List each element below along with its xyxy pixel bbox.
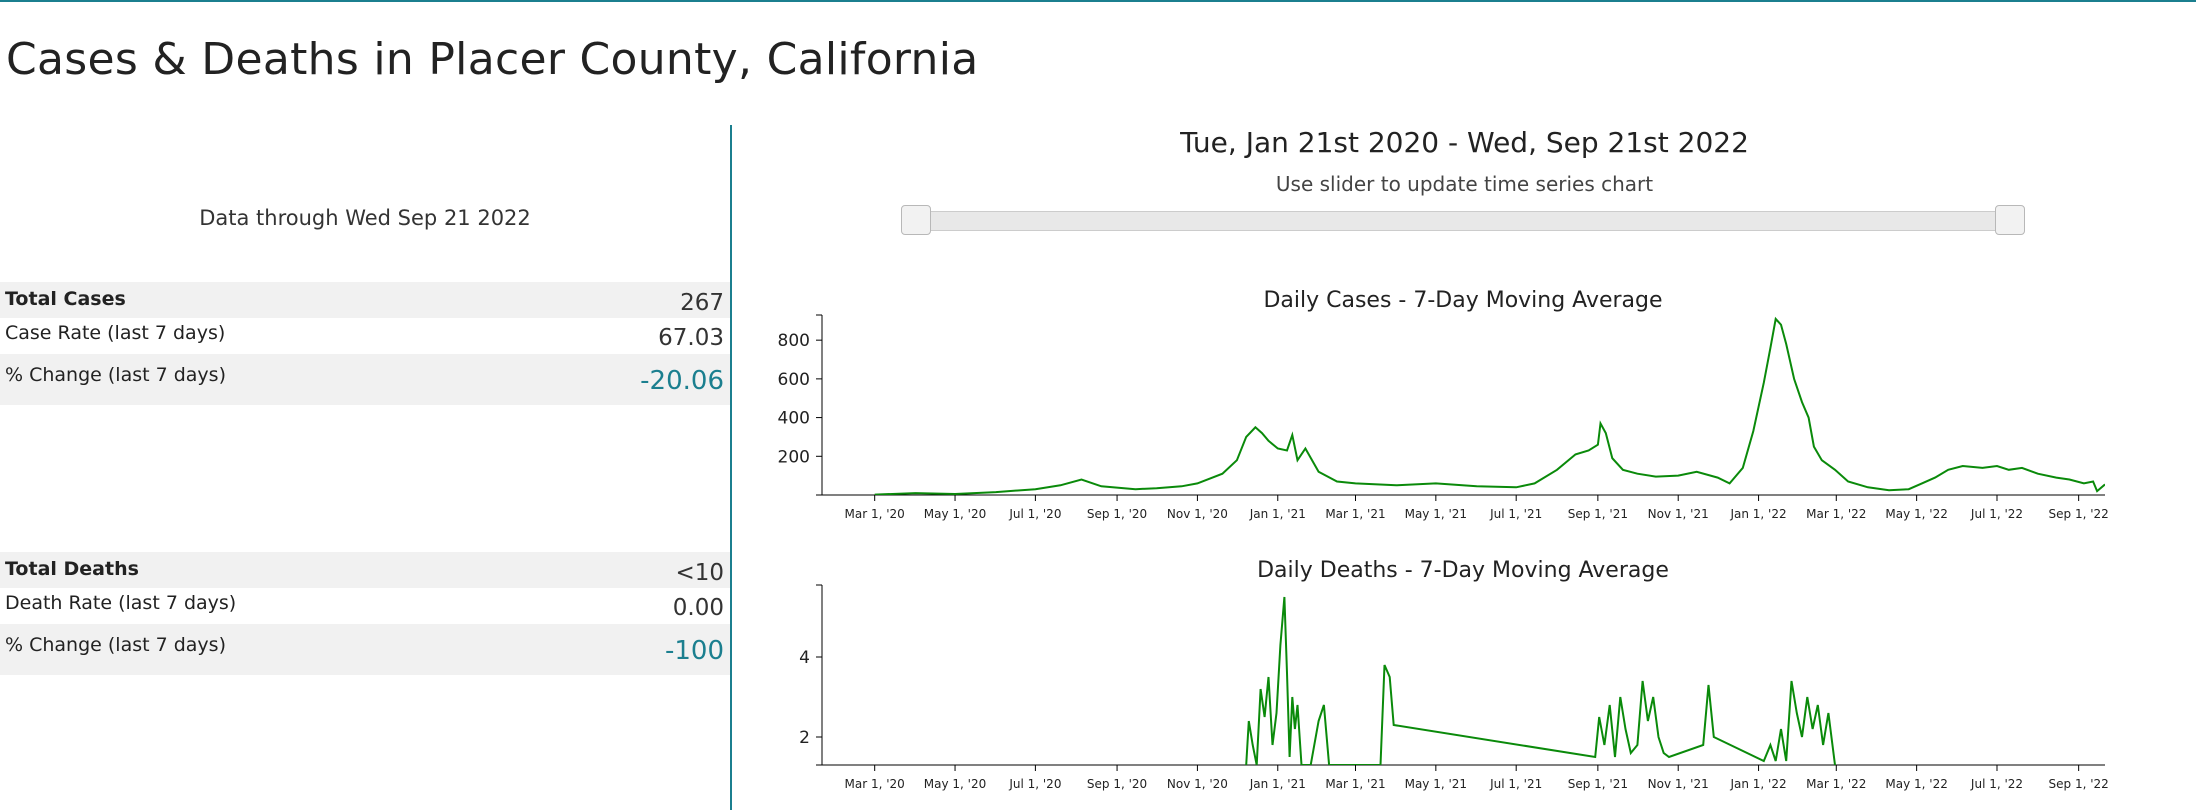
- x-tick-label: Sep 1, '21: [1568, 507, 1628, 521]
- x-tick-label: Sep 1, '21: [1568, 777, 1628, 791]
- series-line-cases: [874, 316, 2105, 495]
- total-cases-label: Total Cases: [5, 288, 126, 310]
- x-tick-label: Sep 1, '20: [1087, 507, 1147, 521]
- y-tick-label: 400: [778, 409, 810, 429]
- x-tick-label: Jan 1, '21: [1249, 777, 1306, 791]
- y-tick-label: 4: [799, 648, 810, 668]
- x-tick-label: Mar 1, '22: [1806, 777, 1866, 791]
- x-tick-label: Jul 1, '22: [1970, 777, 2023, 791]
- page-title: Cases & Deaths in Placer County, Califor…: [6, 34, 979, 85]
- total-cases-row: Total Cases 267: [0, 282, 730, 318]
- x-tick-label: Mar 1, '22: [1806, 507, 1866, 521]
- x-tick-label: May 1, '21: [1405, 507, 1467, 521]
- death-change-value: -100: [664, 636, 724, 666]
- slider-hint: Use slider to update time series chart: [1275, 172, 1654, 196]
- series-line-deaths: [1245, 596, 1836, 765]
- total-cases-value: 267: [680, 290, 724, 316]
- total-deaths-value: <10: [675, 560, 724, 586]
- x-tick-label: Mar 1, '21: [1325, 777, 1385, 791]
- x-tick-label: Jan 1, '22: [1729, 507, 1786, 521]
- date-range-title: Tue, Jan 21st 2020 - Wed, Sep 21st 2022: [1180, 126, 1749, 159]
- death-rate-value: 0.00: [672, 595, 724, 621]
- x-tick-label: Jul 1, '20: [1008, 507, 1061, 521]
- chart-cases: Daily Cases - 7-Day Moving Average 200 400…: [778, 288, 2109, 521]
- case-change-row: % Change (last 7 days) -20.06: [0, 354, 730, 405]
- case-change-label: % Change (last 7 days): [5, 364, 226, 386]
- x-tick-label: Jul 1, '20: [1008, 777, 1061, 791]
- slider-start-handle[interactable]: [901, 205, 931, 235]
- x-tick-label: Nov 1, '20: [1167, 777, 1228, 791]
- x-tick-label: May 1, '22: [1885, 507, 1947, 521]
- x-tick-label: Jul 1, '21: [1489, 777, 1542, 791]
- x-tick-label: Mar 1, '20: [845, 507, 905, 521]
- case-rate-value: 67.03: [658, 325, 724, 351]
- death-change-row: % Change (last 7 days) -100: [0, 624, 730, 675]
- y-tick-label: 2: [799, 728, 810, 748]
- x-tick-label: Jul 1, '21: [1489, 507, 1542, 521]
- x-tick-label: Mar 1, '20: [845, 777, 905, 791]
- slider-end-handle[interactable]: [1995, 205, 2025, 235]
- chart-title-deaths: Daily Deaths - 7-Day Moving Average: [1257, 558, 1669, 583]
- death-change-label: % Change (last 7 days): [5, 634, 226, 656]
- x-tick-label: May 1, '20: [924, 777, 986, 791]
- x-tick-label: Jan 1, '22: [1729, 777, 1786, 791]
- case-rate-row: Case Rate (last 7 days) 67.03: [0, 318, 730, 354]
- x-tick-label: Jan 1, '21: [1249, 507, 1306, 521]
- total-deaths-row: Total Deaths <10: [0, 552, 730, 588]
- death-rate-row: Death Rate (last 7 days) 0.00: [0, 588, 730, 624]
- chart-title-cases: Daily Cases - 7-Day Moving Average: [1263, 288, 1662, 313]
- x-tick-label: Nov 1, '20: [1167, 507, 1228, 521]
- x-tick-label: May 1, '21: [1405, 777, 1467, 791]
- x-tick-label: Mar 1, '21: [1325, 507, 1385, 521]
- x-tick-label: Jul 1, '22: [1970, 507, 2023, 521]
- x-tick-label: Nov 1, '21: [1648, 777, 1709, 791]
- x-tick-label: May 1, '20: [924, 507, 986, 521]
- y-tick-label: 200: [778, 447, 810, 467]
- panel-divider: [730, 125, 732, 810]
- death-rate-label: Death Rate (last 7 days): [5, 592, 237, 614]
- data-through-text: Data through Wed Sep 21 2022: [199, 206, 531, 230]
- x-tick-label: Nov 1, '21: [1648, 507, 1709, 521]
- x-tick-label: May 1, '22: [1885, 777, 1947, 791]
- x-tick-label: Sep 1, '22: [2049, 507, 2109, 521]
- x-tick-label: Sep 1, '20: [1087, 777, 1147, 791]
- chart-deaths: Daily Deaths - 7-Day Moving Average 2 4 Mar…: [799, 558, 2109, 791]
- x-tick-label: Sep 1, '22: [2049, 777, 2109, 791]
- case-rate-label: Case Rate (last 7 days): [5, 322, 226, 344]
- top-accent-line: [0, 0, 2196, 2]
- y-tick-label: 800: [778, 331, 810, 351]
- y-tick-label: 600: [778, 370, 810, 390]
- total-deaths-label: Total Deaths: [5, 558, 139, 580]
- case-change-value: -20.06: [640, 366, 724, 396]
